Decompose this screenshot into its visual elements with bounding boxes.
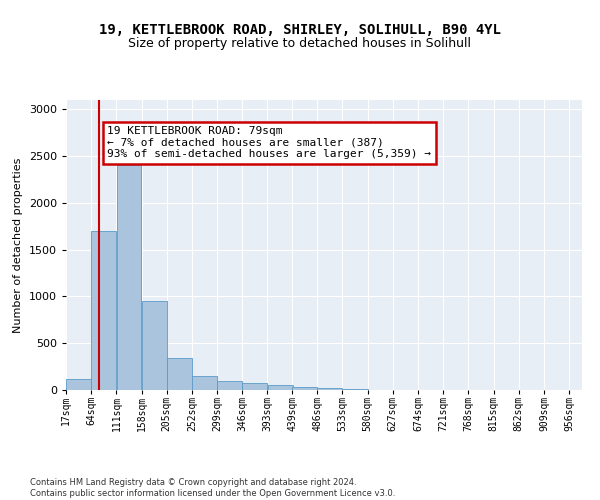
Bar	[66, 379, 91, 390]
Text: Size of property relative to detached houses in Solihull: Size of property relative to detached ho…	[128, 38, 472, 51]
Bar	[217, 381, 242, 390]
Bar	[167, 358, 192, 390]
Y-axis label: Number of detached properties: Number of detached properties	[13, 158, 23, 332]
Bar	[242, 384, 268, 390]
Bar	[317, 388, 343, 390]
Bar	[343, 389, 368, 390]
Bar	[292, 387, 317, 390]
Bar	[192, 376, 217, 390]
Bar	[268, 386, 293, 390]
Bar	[91, 231, 116, 390]
Text: 19, KETTLEBROOK ROAD, SHIRLEY, SOLIHULL, B90 4YL: 19, KETTLEBROOK ROAD, SHIRLEY, SOLIHULL,…	[99, 22, 501, 36]
Text: Contains HM Land Registry data © Crown copyright and database right 2024.
Contai: Contains HM Land Registry data © Crown c…	[30, 478, 395, 498]
Bar	[142, 301, 167, 390]
Text: 19 KETTLEBROOK ROAD: 79sqm
← 7% of detached houses are smaller (387)
93% of semi: 19 KETTLEBROOK ROAD: 79sqm ← 7% of detac…	[107, 126, 431, 160]
Bar	[116, 166, 142, 390]
